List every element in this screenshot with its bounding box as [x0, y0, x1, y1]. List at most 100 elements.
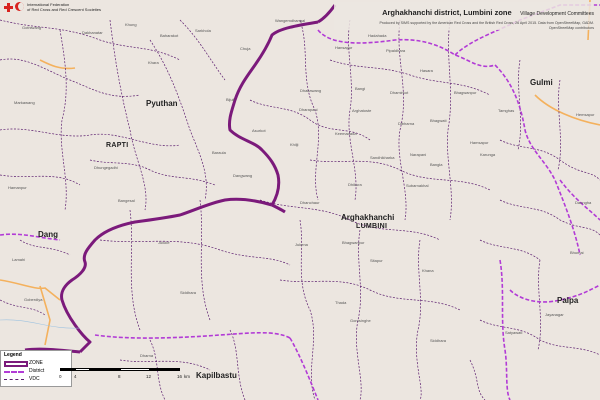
vdc-label: Khung — [125, 22, 137, 27]
legend-label: ZONE — [29, 360, 43, 366]
zone-label-lumbini: LUMBINI — [356, 223, 388, 230]
vdc-label: Keemadada — [335, 131, 357, 136]
vdc-label: Arghatoste — [352, 108, 372, 113]
vdc-label: Bijuli — [226, 97, 235, 102]
legend-item-vdc: VDC — [4, 376, 69, 382]
vdc-label: Hamanpur — [8, 185, 27, 190]
vdc-label: Dharapani — [299, 107, 318, 112]
vdc-label: Sandhikharka — [370, 155, 395, 160]
vdc-label: Dhamirkot — [390, 90, 409, 95]
vdc-label: Lamahi — [12, 257, 26, 262]
vdc-label: Sitapur — [370, 258, 383, 263]
map-legend: Legend ZONE District VDC — [0, 350, 72, 387]
scale-segment — [60, 368, 75, 371]
map-title: Arghakhanchi district, Lumbini zone — [382, 8, 512, 17]
scale-bar: 0 4 8 12 16 km — [59, 365, 190, 385]
vdc-boundaries — [0, 19, 600, 400]
district-label-kapilbastu: Kapilbastu — [196, 371, 237, 380]
scale-segment — [90, 368, 120, 371]
vdc-label: Bhagwanpur — [342, 240, 365, 245]
zone-boundaries — [24, 4, 337, 354]
vdc-label: Dibharna — [398, 121, 415, 126]
district-label-arghakhanchi: Arghakhanchi — [341, 213, 395, 222]
vdc-label: Narapani — [410, 152, 427, 157]
vdc-label: Dangwang — [233, 173, 253, 178]
vdc-label: Hemsapur — [576, 112, 595, 117]
vdc-label: Bangi — [355, 86, 366, 91]
vdc-label: Khana — [422, 268, 434, 273]
vdc-label: Bangla — [430, 162, 443, 167]
vdc-label: Thada — [335, 300, 347, 305]
scale-tick: 4 — [74, 374, 77, 379]
vdc-label: Bangesal — [118, 198, 135, 203]
vdc-label: Khilji — [290, 142, 299, 147]
vdc-label: Hamsapur — [470, 140, 489, 145]
vdc-label: Jukena — [295, 242, 308, 247]
vdc-label: Satyawati — [505, 330, 523, 335]
rivers — [0, 319, 81, 329]
vdc-label: Tamghas — [498, 108, 515, 113]
vdc-label: Bhagwati — [430, 118, 447, 123]
vdc-label: Gorusinghe — [350, 318, 371, 323]
vdc-label: Dakhanatar — [82, 30, 103, 35]
title-block: Arghakhanchi district, Lumbini zone Vill… — [334, 2, 594, 30]
vdc-label: Siddhara — [430, 338, 447, 343]
scale-tick: 8 — [118, 374, 121, 379]
vdc-label: Bhumai — [570, 250, 584, 255]
district-swatch — [4, 371, 24, 373]
vdc-label: Dhanchaur — [300, 200, 320, 205]
vdc-label: Dharna — [140, 353, 154, 358]
scale-tick: 12 — [146, 374, 152, 379]
vdc-label: Bhagwanpur — [454, 90, 477, 95]
red-crescent-icon — [15, 2, 24, 11]
district-label-pyuthan: Pyuthan — [146, 99, 178, 108]
vdc-label: Wangemdhangal — [275, 18, 306, 23]
vdc-label: Gothiwang — [22, 25, 42, 30]
vdc-label: Pipaldhara — [386, 48, 406, 53]
vdc-label: Sarkhola — [195, 28, 211, 33]
scale-segment — [150, 368, 180, 371]
vdc-label: Baharakot — [160, 33, 179, 38]
credits-line2: OpenStreetMap contributors — [548, 25, 594, 30]
map-subtitle: Village Development Committees — [520, 11, 594, 17]
vdc-swatch — [4, 379, 24, 380]
district-label-palpa: Palpa — [557, 296, 579, 305]
red-cross-icon — [4, 3, 13, 12]
district-label-gulmi: Gulmi — [530, 78, 553, 87]
scale-unit: km — [184, 374, 190, 379]
vdc-label: Daungha — [575, 200, 592, 205]
zone-label-rapti: RAPTI — [106, 142, 129, 149]
scale-segment — [75, 368, 90, 371]
vdc-label: Dhakawang — [300, 88, 322, 93]
vdc-label: Siddhara — [180, 290, 197, 295]
vdc-label: Jayanagar — [545, 312, 564, 317]
org-name: International Federation of Red Cross an… — [27, 2, 101, 12]
map-credits: Produced by SIMS supported by the Americ… — [334, 21, 594, 30]
scale-tick: 16 — [177, 374, 183, 379]
vdc-label: Juluke — [158, 240, 170, 245]
vdc-label: Subarnakhal — [406, 183, 429, 188]
district-label-dang: Dang — [38, 230, 58, 239]
org-line1: International Federation — [27, 2, 70, 7]
zone-swatch — [4, 361, 28, 367]
vdc-label: Karunga — [480, 152, 496, 157]
legend-label: VDC — [29, 376, 40, 382]
roads — [0, 0, 600, 346]
scale-segment — [120, 368, 150, 371]
legend-item-district: District — [4, 368, 69, 374]
vdc-label: Khara — [148, 60, 159, 65]
vdc-label: Hasara — [420, 68, 433, 73]
legend-title: Legend — [4, 352, 22, 358]
vdc-label: Hadahada — [368, 33, 387, 38]
vdc-label: Dhikura — [348, 182, 362, 187]
legend-label: District — [29, 368, 45, 374]
vdc-label: Baraula — [212, 150, 226, 155]
vdc-label: Asurkot — [252, 128, 266, 133]
credits-line1: Produced by SIMS supported by the Americ… — [379, 21, 594, 25]
org-line2: of Red Cross and Red Crescent Societies — [27, 7, 102, 12]
vdc-label: Markawang — [14, 100, 35, 105]
vdc-label: Chuja — [240, 46, 251, 51]
scale-tick: 0 — [59, 374, 62, 379]
